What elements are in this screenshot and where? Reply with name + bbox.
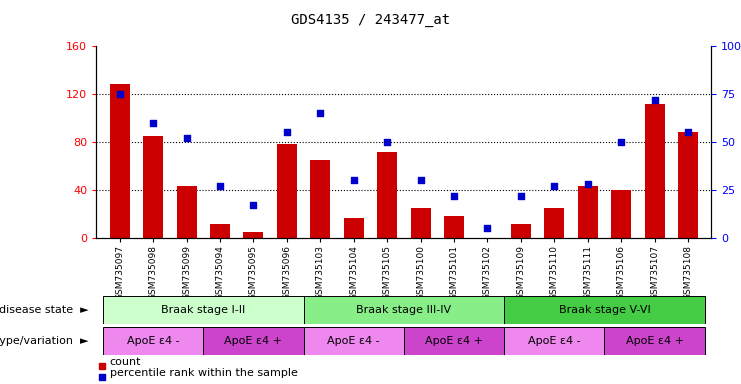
- Bar: [304, 327, 404, 355]
- Point: [482, 225, 494, 232]
- Bar: [243, 232, 264, 238]
- Text: count: count: [110, 358, 142, 367]
- Bar: [444, 217, 464, 238]
- Text: ApoE ε4 +: ApoE ε4 +: [225, 336, 282, 346]
- Bar: [110, 84, 130, 238]
- Bar: [411, 208, 431, 238]
- Point: [448, 193, 460, 199]
- Bar: [578, 187, 598, 238]
- Point: [615, 139, 627, 145]
- Bar: [544, 208, 565, 238]
- Point: [96, 363, 108, 369]
- Text: disease state  ►: disease state ►: [0, 305, 89, 315]
- Text: ApoE ε4 -: ApoE ε4 -: [127, 336, 179, 346]
- Bar: [504, 296, 705, 324]
- Point: [147, 120, 159, 126]
- Text: ApoE ε4 +: ApoE ε4 +: [625, 336, 683, 346]
- Point: [381, 139, 393, 145]
- Text: percentile rank within the sample: percentile rank within the sample: [110, 368, 298, 378]
- Bar: [605, 327, 705, 355]
- Bar: [504, 327, 605, 355]
- Text: ApoE ε4 -: ApoE ε4 -: [328, 336, 380, 346]
- Point: [548, 183, 560, 189]
- Text: GDS4135 / 243477_at: GDS4135 / 243477_at: [291, 13, 450, 27]
- Bar: [404, 327, 504, 355]
- Point: [648, 97, 660, 103]
- Point: [348, 177, 359, 184]
- Bar: [645, 104, 665, 238]
- Bar: [310, 160, 330, 238]
- Bar: [611, 190, 631, 238]
- Point: [247, 202, 259, 209]
- Bar: [210, 223, 230, 238]
- Text: Braak stage V-VI: Braak stage V-VI: [559, 305, 651, 315]
- Text: Braak stage I-II: Braak stage I-II: [161, 305, 245, 315]
- Point: [582, 181, 594, 187]
- Point: [314, 110, 326, 116]
- Text: Braak stage III-IV: Braak stage III-IV: [356, 305, 451, 315]
- Point: [114, 91, 126, 97]
- Point: [415, 177, 427, 184]
- Text: genotype/variation  ►: genotype/variation ►: [0, 336, 89, 346]
- Text: ApoE ε4 +: ApoE ε4 +: [425, 336, 483, 346]
- Bar: [277, 144, 297, 238]
- Bar: [377, 152, 397, 238]
- Point: [281, 129, 293, 136]
- Bar: [103, 327, 203, 355]
- Bar: [176, 187, 196, 238]
- Point: [96, 374, 108, 380]
- Point: [515, 193, 527, 199]
- Bar: [103, 296, 304, 324]
- Point: [214, 183, 226, 189]
- Text: ApoE ε4 -: ApoE ε4 -: [528, 336, 580, 346]
- Bar: [511, 223, 531, 238]
- Bar: [678, 132, 698, 238]
- Point: [682, 129, 694, 136]
- Bar: [304, 296, 504, 324]
- Point: [181, 135, 193, 141]
- Bar: [203, 327, 304, 355]
- Bar: [143, 136, 163, 238]
- Bar: [344, 218, 364, 238]
